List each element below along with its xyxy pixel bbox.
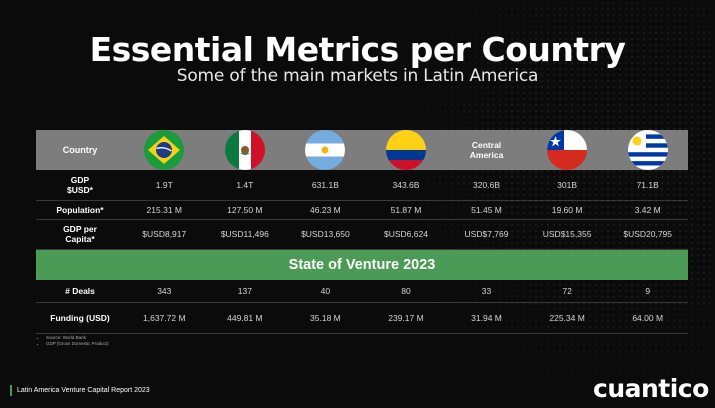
gdp-per-capita-value: $USD13,650: [285, 219, 366, 250]
deals-label: # Deals: [36, 280, 124, 303]
gdp-per-capita-value: USD$15,355: [526, 219, 608, 250]
population-value: 51.87 M: [365, 200, 447, 220]
footnote-gdp: GDP (Gross Domestic Product): [46, 341, 109, 347]
country-header: Country: [36, 130, 124, 170]
gdp-value: 320.6B: [446, 170, 527, 201]
funding-value: 35.18 M: [285, 302, 366, 334]
uruguay-flag-icon: [627, 130, 668, 170]
deals-value: 72: [526, 280, 608, 303]
gdp-per-capita-value: $USD8,917: [124, 219, 205, 250]
population-value: 46.23 M: [285, 200, 366, 220]
population-value: 127.50 M: [204, 200, 286, 220]
central-america-cell: Central America: [446, 130, 527, 170]
funding-value: 64.00 M: [607, 302, 688, 334]
footnote-source: Source: World Bank: [46, 335, 109, 341]
mexico-flag-icon: [224, 130, 265, 170]
argentina-cell: [285, 130, 366, 170]
chile-cell: [526, 130, 608, 170]
gdp-per-capita-value: $USD6,624: [365, 219, 447, 250]
funding-value: 1,637.72 M: [124, 302, 205, 334]
gdp-per-capita-label: GDP per Capita*: [36, 219, 124, 250]
page-subtitle: Some of the main markets in Latin Americ…: [176, 66, 539, 86]
venture-title: State of Venture 2023: [36, 248, 688, 280]
funding-row: Funding (USD) 1,637.72 M 449.81 M 35.18 …: [36, 302, 688, 334]
population-label: Population*: [36, 200, 124, 220]
funding-value: 239.17 M: [365, 302, 447, 334]
footnotes: Source: World Bank GDP (Gross Domestic P…: [40, 335, 109, 347]
report-title: Latin America Venture Capital Report 202…: [10, 385, 150, 396]
gdp-value: 343.6B: [365, 170, 447, 201]
venture-section-banner: State of Venture 2023: [36, 248, 688, 280]
metrics-table: Country: [36, 130, 688, 334]
gdp-per-capita-value: $USD11,496: [204, 219, 286, 250]
funding-label: Funding (USD): [36, 302, 124, 334]
population-row: Population* 215.31 M 127.50 M 46.23 M 51…: [36, 200, 688, 220]
brazil-cell: [124, 130, 205, 170]
colombia-cell: [365, 130, 447, 170]
gdp-value: 301B: [526, 170, 608, 201]
population-value: 51.45 M: [446, 200, 527, 220]
gdp-value: 1.4T: [204, 170, 286, 201]
gdp-value: 631.1B: [285, 170, 366, 201]
deals-row: # Deals 343 137 40 80 33 72 9: [36, 280, 688, 303]
colombia-flag-icon: [385, 130, 426, 170]
uruguay-cell: [607, 130, 688, 170]
deals-value: 137: [204, 280, 286, 303]
deals-value: 80: [365, 280, 447, 303]
funding-value: 31.94 M: [446, 302, 527, 334]
population-value: 3.42 M: [607, 200, 688, 220]
deals-value: 40: [285, 280, 366, 303]
chile-flag-icon: [547, 130, 588, 170]
deals-value: 9: [607, 280, 688, 303]
gdp-value: 1.9T: [124, 170, 205, 201]
funding-value: 225.34 M: [526, 302, 608, 334]
gdp-value: 71.1B: [607, 170, 688, 201]
brazil-flag-icon: [144, 130, 185, 170]
gdp-per-capita-value: USD$7,769: [446, 219, 527, 250]
central-america-label: Central America: [469, 140, 504, 160]
page-title: Essential Metrics per Country: [89, 30, 626, 69]
gdp-per-capita-value: $USD20,795: [607, 219, 688, 250]
logo-text: cuantico: [593, 374, 709, 403]
funding-value: 449.81 M: [204, 302, 286, 334]
table-header-row: Country: [36, 130, 688, 170]
cuantico-logo: cuantico: [593, 374, 715, 403]
population-value: 19.60 M: [526, 200, 608, 220]
deals-value: 343: [124, 280, 205, 303]
deals-value: 33: [446, 280, 527, 303]
gdp-label: GDP $USD*: [36, 170, 124, 201]
population-value: 215.31 M: [124, 200, 205, 220]
argentina-flag-icon: [305, 130, 346, 170]
gdp-row: GDP $USD* 1.9T 1.4T 631.1B 343.6B 320.6B…: [36, 170, 688, 201]
mexico-cell: [204, 130, 286, 170]
gdp-per-capita-row: GDP per Capita* $USD8,917 $USD11,496 $US…: [36, 219, 688, 250]
